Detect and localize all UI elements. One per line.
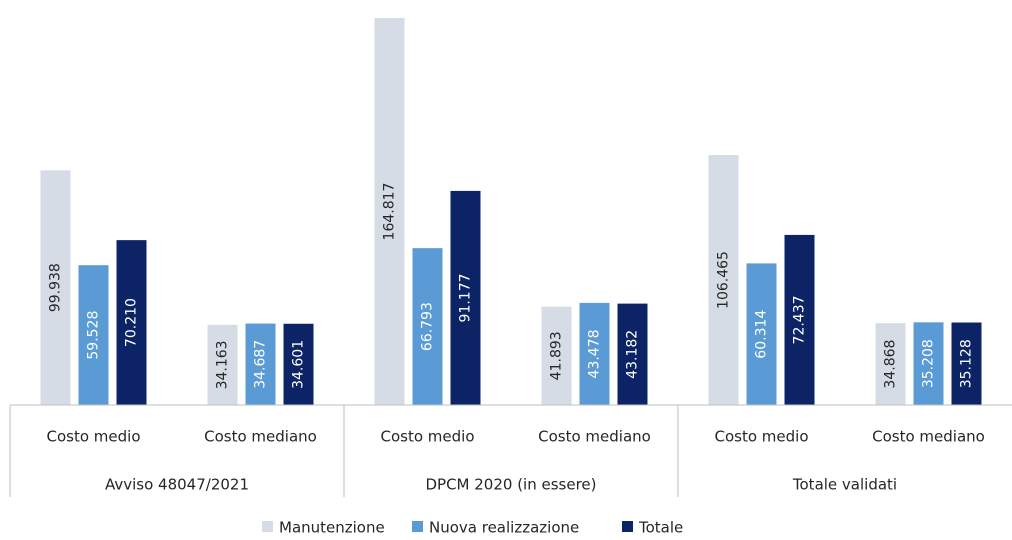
value-label: 72.437	[792, 295, 808, 344]
value-label: 35.208	[921, 339, 937, 388]
group-label: Totale validati	[792, 476, 897, 494]
value-label: 59.528	[86, 311, 102, 360]
value-label: 34.868	[883, 340, 899, 389]
bar	[450, 190, 481, 405]
legend-label: Manutenzione	[279, 519, 385, 537]
bar	[541, 306, 572, 405]
bar	[40, 170, 71, 405]
group-label: Avviso 48047/2021	[105, 476, 249, 494]
bar	[78, 265, 109, 405]
value-label: 34.687	[253, 340, 269, 389]
bar	[245, 323, 276, 405]
value-label: 35.128	[959, 339, 975, 388]
bar	[913, 322, 944, 405]
bar	[412, 248, 443, 405]
x-tick-label: Costo medio	[715, 428, 809, 446]
bar	[746, 263, 777, 405]
value-label: 41.893	[549, 331, 565, 380]
value-label: 34.601	[291, 340, 307, 389]
bar	[283, 323, 314, 405]
value-label: 66.793	[420, 302, 436, 351]
value-label: 91.177	[458, 273, 474, 322]
bar	[951, 322, 982, 405]
legend-swatch	[262, 521, 273, 532]
bar	[875, 323, 906, 405]
value-label: 43.182	[625, 330, 641, 379]
x-tick-label: Costo medio	[381, 428, 475, 446]
value-label: 106.465	[716, 251, 732, 309]
x-tick-label: Costo mediano	[204, 428, 317, 446]
value-label: 34.163	[215, 340, 231, 389]
x-tick-label: Costo medio	[47, 428, 141, 446]
x-tick-label: Costo mediano	[538, 428, 651, 446]
value-label: 70.210	[124, 298, 140, 347]
legend-label: Nuova realizzazione	[429, 519, 579, 537]
legend-swatch	[412, 521, 423, 532]
bar	[116, 240, 147, 405]
value-label: 164.817	[382, 183, 398, 241]
legend-swatch	[622, 521, 633, 532]
legend-label: Totale	[638, 519, 683, 537]
value-label: 99.938	[48, 263, 64, 312]
bar	[617, 303, 648, 405]
group-label: DPCM 2020 (in essere)	[425, 476, 596, 494]
x-tick-label: Costo mediano	[872, 428, 985, 446]
value-label: 43.478	[587, 329, 603, 378]
bar	[784, 234, 815, 405]
bar	[579, 302, 610, 405]
bar	[207, 324, 238, 405]
bar	[374, 18, 405, 405]
bar	[708, 155, 739, 405]
value-label: 60.314	[754, 310, 770, 359]
